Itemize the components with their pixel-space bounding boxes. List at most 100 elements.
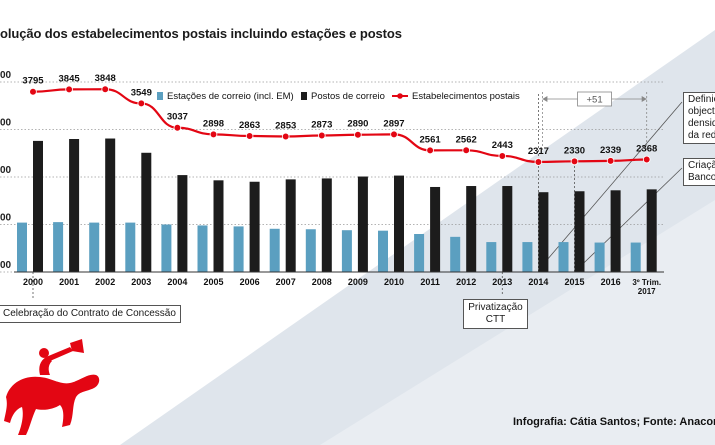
bar-estacoes bbox=[125, 222, 136, 272]
note-privatization-line1: Privatização bbox=[468, 302, 523, 313]
bar-estacoes bbox=[450, 236, 461, 272]
x-tick-label: 2004 bbox=[167, 277, 187, 287]
data-label: 2863 bbox=[239, 120, 260, 131]
x-tick-label: 2016 bbox=[601, 277, 621, 287]
x-tick-label: 2014 bbox=[528, 277, 548, 287]
line-point bbox=[137, 99, 146, 108]
bar-postos bbox=[105, 138, 116, 272]
y-tick-labels: 00 00 00 00 00 bbox=[0, 70, 12, 271]
bar-postos bbox=[610, 190, 621, 272]
bar-postos bbox=[574, 191, 585, 272]
x-tick-label: 2005 bbox=[203, 277, 223, 287]
data-label: 2330 bbox=[564, 145, 585, 156]
x-tick-label: 2013 bbox=[492, 277, 512, 287]
legend-swatch-estacoes bbox=[157, 92, 163, 100]
bar-estacoes bbox=[594, 242, 605, 272]
bar-postos bbox=[502, 186, 513, 272]
bar-estacoes bbox=[53, 222, 64, 272]
difference-bracket: +51 bbox=[542, 91, 648, 150]
line-point bbox=[281, 132, 290, 141]
bar-estacoes bbox=[233, 226, 244, 272]
bar-postos bbox=[466, 186, 477, 272]
note-concession: Celebração do Contrato de Concessão bbox=[0, 305, 181, 323]
note-privatization-line2: CTT bbox=[485, 314, 506, 325]
series-line bbox=[32, 88, 647, 164]
legend: Estações de correio (incl. EM) Postos de … bbox=[157, 91, 520, 102]
legend-swatch-dot bbox=[397, 93, 403, 99]
data-label: 2898 bbox=[203, 118, 224, 129]
note-definition-line3: densid bbox=[688, 118, 715, 129]
x-tick-label: 2008 bbox=[312, 277, 332, 287]
bar-postos bbox=[33, 140, 43, 272]
data-label: 3845 bbox=[59, 73, 81, 84]
y-tick-label: 00 bbox=[0, 260, 12, 271]
line-point bbox=[65, 85, 73, 94]
note-definition-line1: Definiç bbox=[688, 94, 715, 105]
y-tick-label: 00 bbox=[0, 165, 12, 176]
bar-estacoes bbox=[17, 222, 27, 272]
bar-estacoes bbox=[630, 242, 641, 272]
ctt-horse-logo bbox=[4, 339, 100, 435]
line-point bbox=[534, 158, 543, 166]
bars-postos bbox=[14, 138, 664, 273]
bar-postos bbox=[321, 178, 332, 272]
creation-leader bbox=[574, 167, 683, 273]
line-estabelecimentos: 3795 3845 3848 3549 3037 2898 2863 2853 2873 2890… bbox=[22, 73, 657, 166]
bar-postos bbox=[357, 176, 368, 272]
diff-arrow-left bbox=[542, 96, 548, 102]
bar-estacoes bbox=[341, 230, 352, 272]
bar-estacoes bbox=[486, 242, 497, 272]
bars-estacoes bbox=[17, 222, 641, 272]
line-point bbox=[173, 123, 182, 132]
bar-estacoes bbox=[378, 230, 388, 272]
x-tick-label: 2015 bbox=[564, 277, 584, 287]
note-creation: Criação Banco bbox=[683, 158, 715, 186]
note-definition-line2: objectiv bbox=[688, 106, 715, 117]
y-tick-label: 00 bbox=[0, 70, 12, 81]
data-label: 3848 bbox=[95, 73, 116, 84]
x-tick-label: 2012 bbox=[456, 277, 476, 287]
line-point bbox=[390, 130, 398, 139]
data-label: 2561 bbox=[420, 134, 442, 145]
data-label: 2897 bbox=[383, 118, 404, 129]
x-tick-label: 2009 bbox=[348, 277, 368, 287]
x-tick-label: 2003 bbox=[131, 277, 151, 287]
line-point bbox=[354, 130, 362, 139]
bar-postos bbox=[646, 189, 657, 272]
bar-estacoes bbox=[269, 228, 280, 272]
x-tick-label: 2001 bbox=[59, 277, 79, 287]
legend-label-postos: Postos de correio bbox=[311, 91, 385, 102]
data-label: 2890 bbox=[347, 119, 368, 130]
bar-postos bbox=[285, 179, 296, 272]
bar-postos bbox=[394, 175, 404, 272]
note-definition-line4: da rede bbox=[688, 130, 715, 141]
bar-estacoes bbox=[558, 242, 569, 272]
data-label: 2339 bbox=[600, 145, 621, 156]
line-point bbox=[245, 132, 254, 140]
note-privatization: Privatização CTT bbox=[463, 299, 528, 329]
bar-postos bbox=[141, 152, 152, 272]
legend-swatch-postos bbox=[301, 92, 307, 100]
note-creation-line2: Banco bbox=[688, 172, 715, 183]
data-label: 2443 bbox=[492, 140, 513, 151]
line-point bbox=[462, 146, 471, 155]
bar-postos bbox=[430, 186, 441, 272]
line-point bbox=[209, 130, 218, 139]
x-tick-label: 2006 bbox=[240, 277, 260, 287]
x-tick-label: 3º Trim. 2017 bbox=[632, 278, 661, 296]
diff-label-box bbox=[577, 91, 612, 107]
line-point bbox=[498, 152, 507, 160]
data-label: 3037 bbox=[167, 112, 188, 123]
x-tick-label: 2002 bbox=[95, 277, 115, 287]
line-point bbox=[642, 155, 651, 164]
x-tick-label: 2007 bbox=[276, 277, 296, 287]
line-point bbox=[606, 157, 615, 165]
x-tick-label: 2000 bbox=[23, 277, 43, 287]
data-label: 2853 bbox=[275, 120, 296, 131]
bar-postos bbox=[177, 175, 188, 272]
bar-estacoes bbox=[414, 234, 425, 272]
diff-arrow-right bbox=[641, 96, 647, 102]
bar-estacoes bbox=[161, 224, 172, 272]
diff-label: +51 bbox=[586, 95, 602, 106]
